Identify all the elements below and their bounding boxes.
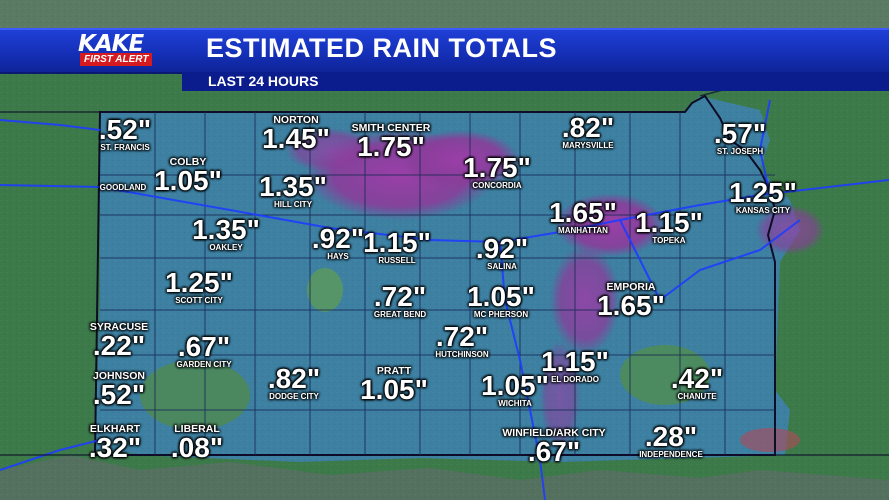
total-independence: .28" INDEPENDENCE: [639, 421, 703, 460]
neighbor-borders: [0, 79, 889, 456]
total-syracuse: SYRACUSE .22": [89, 321, 149, 361]
total-johnson: JOHNSON .52": [92, 370, 146, 410]
total-hays: .92" HAYS: [311, 223, 365, 262]
total-norton: NORTON 1.45": [262, 114, 330, 154]
dry-patch-southwest: [140, 360, 250, 430]
total-dodge-city: .82" DODGE CITY: [267, 363, 321, 402]
total-st-francis: .52" ST. FRANCIS: [98, 114, 152, 153]
graphic-title: ESTIMATED RAIN TOTALS: [206, 33, 557, 63]
subtitle-bar: [182, 72, 889, 91]
total-el-dorado: 1.15" EL DORADO: [541, 346, 609, 385]
total-liberal: LIBERAL .08": [170, 423, 224, 463]
dry-patch-southeast: [620, 345, 710, 405]
total-topeka: 1.15" TOPEKA: [635, 207, 703, 246]
total-pratt: PRATT 1.05": [360, 365, 428, 405]
logo-text: KAKE: [78, 31, 144, 57]
graphic-subtitle: LAST 24 HOURS: [208, 73, 319, 89]
total-scott-city: 1.25" SCOTT CITY: [165, 267, 233, 306]
total-hill-city: 1.35" HILL CITY: [259, 171, 327, 210]
total-kansas-city: 1.25" KANSAS CITY: [729, 177, 797, 216]
total-marysville: .82" MARYSVILLE: [561, 112, 615, 151]
station-logo: KAKE FIRST ALERT: [78, 31, 166, 67]
label-goodland: GOODLAND: [99, 183, 147, 192]
total-colby: COLBY 1.05": [154, 156, 222, 196]
total-emporia: EMPORIA 1.65": [597, 281, 665, 321]
kansas-state-border: [93, 94, 777, 456]
total-concordia: 1.75" CONCORDIA: [463, 152, 531, 191]
total-hutchinson: .72" HUTCHINSON: [435, 321, 489, 360]
total-great-bend: .72" GREAT BEND: [373, 281, 427, 320]
total-st-joseph: .57" ST. JOSEPH: [713, 118, 767, 157]
total-wichita: 1.05" WICHITA: [481, 370, 549, 409]
total-oakley: 1.35" OAKLEY: [192, 214, 260, 253]
logo-first-alert: FIRST ALERT: [80, 53, 153, 66]
highways: [0, 99, 889, 500]
county-lines: [100, 112, 775, 455]
total-russell: 1.15" RUSSELL: [363, 227, 431, 266]
total-salina: .92" SALINA: [475, 233, 529, 272]
heavy-rain-northeast: [555, 193, 665, 257]
total-mc-pherson: 1.05" MC PHERSON: [467, 281, 535, 320]
total-smith-center: SMITH CENTER 1.75": [351, 122, 431, 162]
total-elkhart: ELKHART .32": [88, 423, 142, 463]
total-chanute: .42" CHANUTE: [670, 363, 724, 402]
total-winfield-ark-city: WINFIELD/ARK CITY .67": [502, 427, 606, 467]
total-garden-city: .67" GARDEN CITY: [176, 331, 232, 370]
total-manhattan: 1.65" MANHATTAN: [549, 197, 617, 236]
heavy-rain-flint-hills: [550, 245, 620, 355]
dry-patch-central: [307, 268, 343, 312]
